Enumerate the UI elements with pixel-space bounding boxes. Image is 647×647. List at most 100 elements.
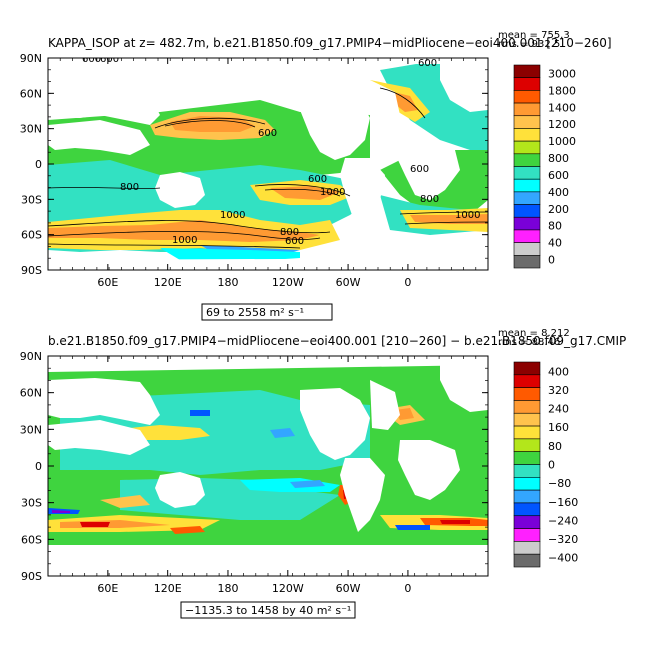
colorbar-bottom-swatch [513,489,541,504]
panel-top-mean: mean = 755.3 [498,30,570,41]
map-top-ticks: 60E 120E 180 120W 60W 0 90N 60N 30N 0 30S 60S 90S [20,52,489,289]
svg-text:600: 600 [410,164,429,175]
svg-text:800: 800 [420,194,439,205]
colorbar-top-swatch [513,128,541,142]
colorbar-top-swatch [513,90,541,104]
panel-bottom-range-box [180,601,356,619]
colorbar-top-level-label: 1000 [548,135,576,148]
colorbar-top-level-label: 800 [548,152,569,165]
colorbar-bottom-swatch [513,361,541,376]
colorbar-top-swatch [513,64,541,78]
colorbar-bottom-swatch [513,387,541,401]
map-top-xtick-label: 60W [336,276,361,289]
colorbar-top-swatch [513,166,541,180]
svg-text:1000: 1000 [220,210,245,221]
map-top-xtick-label: 180 [217,276,238,289]
panel-bottom-range-label: −1135.3 to 1458 by 40 m² s⁻¹ [185,604,351,617]
map-top: 600 600 600 800 600 600 600 1000 800 100… [48,54,488,270]
panel-top: KAPPA_ISOP at z= 482.7m, b.e21.B1850.f09… [20,30,612,321]
colorbar-top-level-label: 1400 [548,101,576,114]
colorbar-top-level-label: 200 [548,203,569,216]
map-bottom [48,356,488,576]
colorbar-top-level-label: 600 [548,169,569,182]
colorbar-bottom-swatch [513,374,541,388]
map-bottom-xtick-label: 180 [217,582,238,595]
colorbar-bottom-level-label: 80 [548,440,562,453]
panel-bottom-title: b.e21.B1850.f09_g17.PMIP4−midPliocene−eo… [48,334,626,348]
svg-text:600: 600 [418,58,437,69]
colorbar-bottom-level-label: 400 [548,365,569,378]
panel-bottom: b.e21.B1850.f09_g17.PMIP4−midPliocene−eo… [20,328,626,619]
colorbar-bottom-level-label: 240 [548,403,569,416]
svg-text:1000: 1000 [455,210,480,221]
colorbar-top-swatch [513,153,541,167]
map-bottom-xtick-label: 60W [336,582,361,595]
map-top-ytick-label: 60S [21,229,42,242]
map-top-xtick-label: 120E [154,276,182,289]
colorbar-top-swatch [513,242,541,256]
map-top-xtick-label: 120W [272,276,304,289]
colorbar-bottom-level-label: −160 [548,496,578,509]
colorbar-bottom-swatch [513,477,541,491]
svg-text:800: 800 [120,182,139,193]
map-top-ytick-label: 30N [20,123,42,136]
colorbar-top-level-label: 80 [548,220,562,233]
colorbar-top-swatch [513,204,541,218]
colorbar-bottom-swatch [513,528,541,542]
colorbar-top-level-label: 40 [548,237,562,250]
colorbar-bottom-swatch [513,438,541,452]
map-bottom-ytick-label: 90N [20,350,42,363]
colorbar-top-swatch [513,102,541,117]
panel-top-range-label: 69 to 2558 m² s⁻¹ [206,306,304,319]
colorbar-top-swatch [513,229,541,243]
colorbar-bottom-level-label: −80 [548,477,571,490]
map-top-ytick-label: 90N [20,52,42,65]
svg-text:600: 600 [308,174,327,185]
colorbar-bottom-swatch [513,464,541,478]
colorbar-top-swatch [513,178,541,193]
colorbar-bottom-level-label: −240 [548,514,578,527]
colorbar-top-level-label: 3000 [548,67,576,80]
panel-bottom-rms: rms = 88.46 [498,337,560,348]
panel-bottom-mean: mean = 8.212 [498,328,570,339]
colorbar-bottom-swatch [513,425,541,440]
svg-text:1000: 1000 [172,235,197,246]
map-bottom-xtick-label: 0 [404,582,411,595]
colorbar-top-swatch [513,77,541,91]
svg-text:600: 600 [285,236,304,247]
map-bottom-ytick-label: 90S [21,570,42,583]
colorbar-top-level-label: 1800 [548,84,576,97]
colorbar-top-level-label: 400 [548,186,569,199]
colorbar-bottom-swatch [513,400,541,414]
map-bottom-ytick-label: 30S [21,497,42,510]
panel-top-rms: rms = 932.5 [498,39,560,50]
panel-top-range-box [201,303,333,321]
colorbar-bottom-swatch [513,541,541,555]
panel-top-title: KAPPA_ISOP at z= 482.7m, b.e21.B1850.f09… [48,36,612,50]
colorbar-top-swatch [513,216,541,231]
svg-text:600: 600 [258,128,277,139]
map-top-xtick-label: 60E [97,276,118,289]
colorbar-bottom-level-label: 320 [548,384,569,397]
colorbar-bottom-level-label: −320 [548,533,578,546]
map-bottom-xtick-label: 120E [154,582,182,595]
colorbar-bottom-swatch [513,451,541,465]
svg-text:800: 800 [280,227,299,238]
svg-text:600: 600 [100,54,119,65]
colorbar-bottom-level-label: 160 [548,421,569,434]
map-bottom-ytick-label: 60N [20,387,42,400]
svg-text:600: 600 [82,54,101,65]
colorbar-bottom-swatch [513,515,541,529]
colorbar-top-level-label: 1200 [548,118,576,131]
map-bottom-xtick-label: 60E [97,582,118,595]
map-bottom-ytick-label: 0 [35,460,42,473]
map-top-ytick-label: 30S [21,193,42,206]
map-top-xtick-label: 0 [404,276,411,289]
colorbar-top-swatch [513,140,541,155]
map-top-ytick-label: 60N [20,87,42,100]
colorbar-top-swatch [513,255,541,269]
colorbar-bottom-swatch [513,553,541,568]
map-top-ytick-label: 90S [21,264,42,277]
